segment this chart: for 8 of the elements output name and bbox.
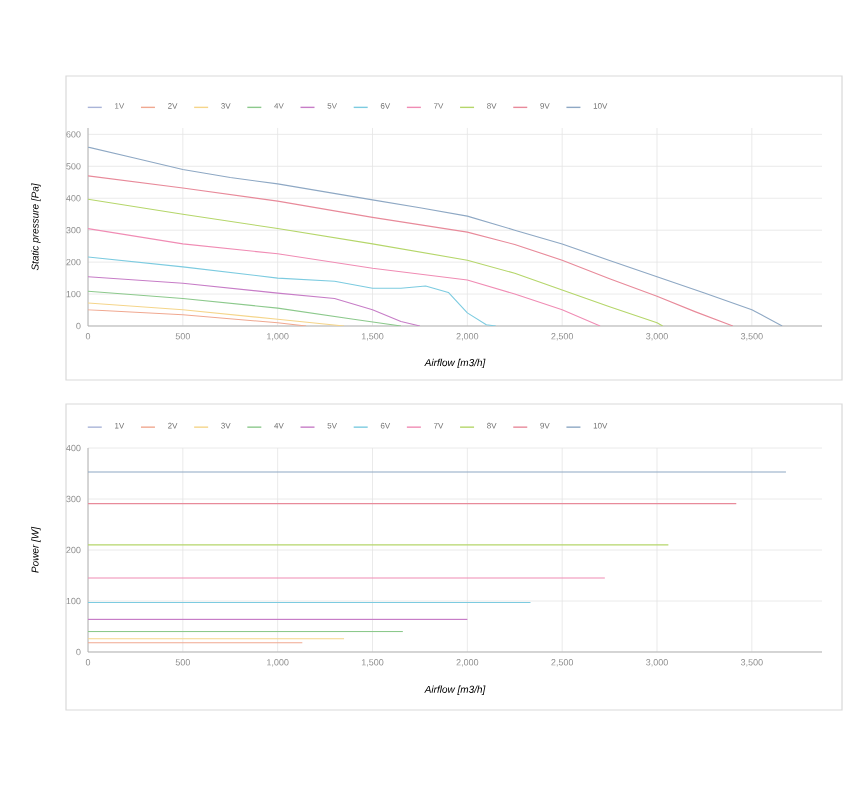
line-series bbox=[88, 309, 307, 326]
line-series bbox=[88, 276, 421, 326]
line-series bbox=[88, 175, 734, 326]
line-series bbox=[88, 290, 402, 326]
line-series bbox=[88, 198, 664, 326]
line-series bbox=[88, 302, 345, 326]
line-series bbox=[88, 256, 497, 326]
line-series bbox=[88, 228, 601, 326]
